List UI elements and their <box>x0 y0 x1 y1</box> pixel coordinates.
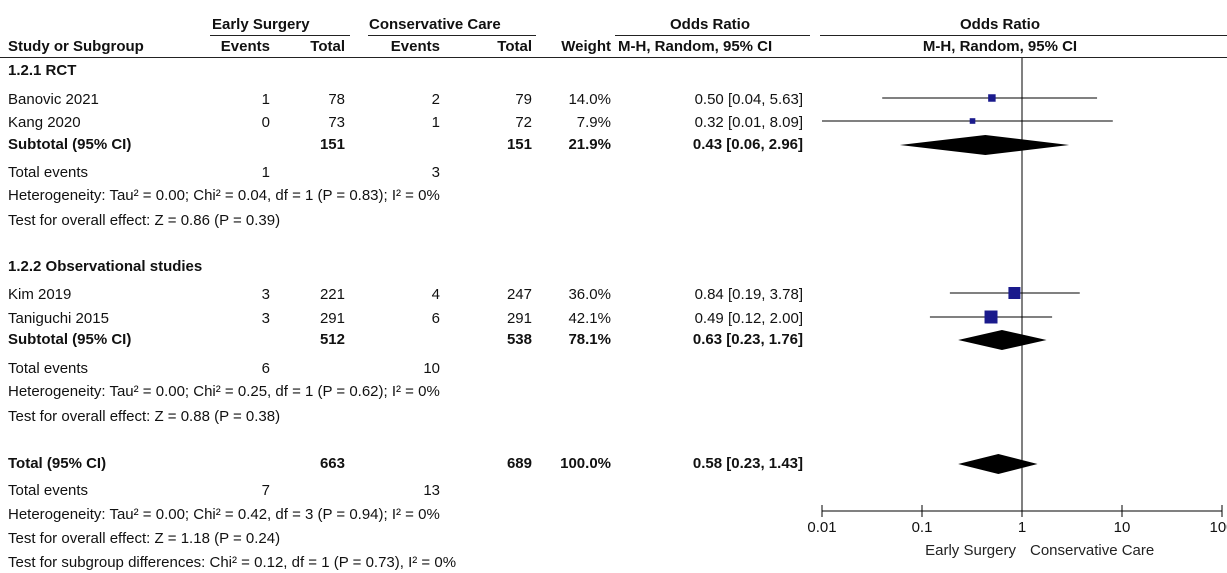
header-method-right: M-H, Random, 95% CI <box>922 38 1078 55</box>
overall-effect-text: Test for overall effect: Z = 0.86 (P = 0… <box>8 212 281 229</box>
study-events-early: 1 <box>261 91 270 108</box>
study-events-cons: 1 <box>431 114 440 131</box>
subtotal-ci: 0.43 [0.06, 2.96] <box>692 136 803 153</box>
subtotal-ci: 0.63 [0.23, 1.76] <box>692 331 803 348</box>
header-odds-ratio-left: Odds Ratio <box>669 16 750 33</box>
header-rule-or-left <box>615 35 810 36</box>
study-weight: 36.0% <box>568 286 611 303</box>
study-total-cons: 247 <box>506 286 532 303</box>
total-events-cons: 10 <box>423 360 440 377</box>
overall-effect-text: Test for overall effect: Z = 0.88 (P = 0… <box>8 408 281 425</box>
study-ci: 0.49 [0.12, 2.00] <box>694 310 803 327</box>
overall-heterogeneity-text: Heterogeneity: Tau² = 0.00; Chi² = 0.42,… <box>8 506 440 523</box>
x-tick-label: 100 <box>1209 519 1227 536</box>
study-total-cons: 79 <box>515 91 532 108</box>
header-method-left: M-H, Random, 95% CI <box>618 38 773 55</box>
header-conservative-care: Conservative Care <box>369 16 501 33</box>
subtotal-total-cons: 151 <box>506 136 532 153</box>
header-study-or-subgroup: Study or Subgroup <box>8 38 144 55</box>
total-ci: 0.58 [0.23, 1.43] <box>692 455 803 472</box>
subtotal-total-cons: 538 <box>506 331 532 348</box>
subtotal-total-early: 512 <box>319 331 345 348</box>
study-point <box>1008 287 1021 299</box>
study-total-early: 291 <box>319 310 345 327</box>
study-total-early: 73 <box>328 114 345 131</box>
total-events-label: Total events <box>8 360 89 377</box>
study-ci: 0.50 [0.04, 5.63] <box>694 91 803 108</box>
study-name: Kim 2019 <box>8 286 72 303</box>
x-tick-label: 0.01 <box>807 519 836 536</box>
header-rule-conservative <box>368 35 536 36</box>
subgroup-title: 1.2.1 RCT <box>8 62 77 79</box>
overall-total-events-early: 7 <box>261 482 270 499</box>
study-name: Kang 2020 <box>8 114 81 131</box>
subgroup-differences-text: Test for subgroup differences: Chi² = 0.… <box>8 554 457 571</box>
study-weight: 42.1% <box>568 310 611 327</box>
subtotal-label: Subtotal (95% CI) <box>8 331 132 348</box>
total-label: Total (95% CI) <box>8 455 107 472</box>
study-point <box>984 310 998 324</box>
subtotal-total-early: 151 <box>319 136 345 153</box>
favours-left-label: Early Surgery <box>925 542 1016 559</box>
subtotal-weight: 78.1% <box>568 331 611 348</box>
subgroup-title: 1.2.2 Observational studies <box>8 258 203 275</box>
study-point <box>988 94 996 102</box>
subtotal-weight: 21.9% <box>568 136 611 153</box>
pooled-diamond <box>958 330 1047 350</box>
study-events-cons: 4 <box>431 286 440 303</box>
header-odds-ratio-right: Odds Ratio <box>959 16 1040 33</box>
study-total-cons: 72 <box>515 114 532 131</box>
study-ci: 0.32 [0.01, 8.09] <box>694 114 803 131</box>
study-total-cons: 291 <box>506 310 532 327</box>
total-events-cons: 3 <box>431 164 440 181</box>
x-tick-label: 1 <box>1018 519 1026 536</box>
overall-effect-total-text: Test for overall effect: Z = 1.18 (P = 0… <box>8 530 281 547</box>
total-total-cons: 689 <box>506 455 532 472</box>
total-events-label: Total events <box>8 164 89 181</box>
total-total-early: 663 <box>319 455 345 472</box>
header-total-early: Total <box>310 38 345 55</box>
heterogeneity-text: Heterogeneity: Tau² = 0.00; Chi² = 0.25,… <box>8 383 440 400</box>
header-rule-or-right <box>820 35 1227 36</box>
x-tick-label: 0.1 <box>912 519 933 536</box>
study-weight: 14.0% <box>568 91 611 108</box>
study-total-early: 221 <box>319 286 345 303</box>
total-events-early: 1 <box>261 164 270 181</box>
study-events-cons: 6 <box>431 310 440 327</box>
x-tick-label: 10 <box>1114 519 1131 536</box>
header-total-cons: Total <box>497 38 532 55</box>
header-early-surgery: Early Surgery <box>212 16 310 33</box>
overall-total-events-label: Total events <box>8 482 89 499</box>
study-ci: 0.84 [0.19, 3.78] <box>694 286 803 303</box>
study-weight: 7.9% <box>576 114 611 131</box>
total-events-early: 6 <box>261 360 270 377</box>
study-events-early: 0 <box>261 114 270 131</box>
study-name: Banovic 2021 <box>8 91 99 108</box>
header-rule-early <box>210 35 350 36</box>
study-total-early: 78 <box>328 91 345 108</box>
study-events-early: 3 <box>261 286 270 303</box>
header-events-early: Events <box>220 38 270 55</box>
study-events-early: 3 <box>261 310 270 327</box>
pooled-diamond <box>958 454 1038 474</box>
study-name: Taniguchi 2015 <box>8 310 109 327</box>
study-events-cons: 2 <box>431 91 440 108</box>
study-point <box>969 118 976 124</box>
header-events-cons: Events <box>390 38 440 55</box>
header-rule-bottom <box>0 57 1227 58</box>
overall-total-events-cons: 13 <box>423 482 440 499</box>
favours-right-label: Conservative Care <box>1030 542 1154 559</box>
subtotal-label: Subtotal (95% CI) <box>8 136 132 153</box>
heterogeneity-text: Heterogeneity: Tau² = 0.00; Chi² = 0.04,… <box>8 187 440 204</box>
pooled-diamond <box>899 135 1070 155</box>
header-weight: Weight <box>561 38 611 55</box>
total-weight: 100.0% <box>560 455 611 472</box>
